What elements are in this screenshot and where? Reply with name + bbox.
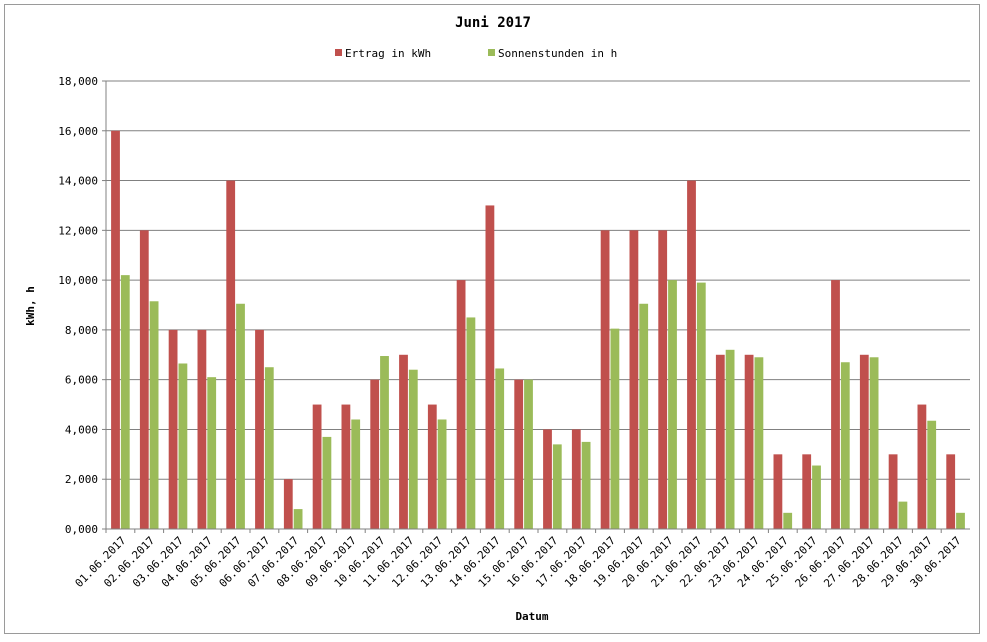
bar-ertrag [399,354,408,529]
bar-sonnenstunden [264,367,274,529]
bar-ertrag [341,404,351,529]
bar-ertrag [859,354,869,529]
bar-ertrag [312,404,322,529]
y-tick-label: 6,000 [65,374,98,387]
bar-ertrag [715,354,725,529]
bar-sonnenstunden [120,275,130,529]
bar-ertrag [226,180,236,529]
bar-sonnenstunden [956,512,965,529]
bar-ertrag [427,404,437,529]
bar-ertrag [543,429,552,529]
bar-ertrag [111,130,120,529]
bar-ertrag [370,379,380,529]
bar-sonnenstunden [668,280,677,529]
bar-ertrag [773,454,783,529]
bars [111,130,965,529]
bar-sonnenstunden [754,357,764,529]
y-tick-label: 2,000 [65,473,98,486]
bar-sonnenstunden [149,301,159,529]
bar-sonnenstunden [840,362,850,529]
bar-ertrag [831,280,840,529]
x-axis-title: Datum [515,610,548,623]
bar-sonnenstunden [466,317,476,529]
bar-sonnenstunden [812,465,821,529]
y-tick-label: 8,000 [65,324,98,337]
bar-ertrag [802,454,812,529]
chart-title: Juni 2017 [455,15,531,31]
bar-sonnenstunden [437,419,447,529]
bar-sonnenstunden [581,441,591,529]
y-tick-label: 12,000 [58,224,98,237]
bar-ertrag [571,429,581,529]
bar-ertrag [946,454,956,529]
bar-sonnenstunden [293,509,303,529]
bar-ertrag [600,230,610,529]
bar-ertrag [139,230,149,529]
bar-sonnenstunden [351,419,361,529]
bar-sonnenstunden [696,282,706,529]
bar-sonnenstunden [725,349,735,529]
bar-ertrag [456,280,466,529]
y-tick-label: 14,000 [58,175,98,188]
bar-ertrag [917,404,927,529]
bar-sonnenstunden [178,363,188,529]
bar-ertrag [658,230,668,529]
bar-ertrag [687,180,696,529]
legend-label-ertrag: Ertrag in kWh [345,47,431,60]
legend-label-sonnenstunden: Sonnenstunden in h [498,47,617,60]
y-tick-label: 18,000 [58,75,98,88]
bar-sonnenstunden [322,436,332,529]
bar-ertrag [514,379,524,529]
legend-swatch-ertrag [335,49,342,56]
y-tick-label: 16,000 [58,125,98,138]
bar-sonnenstunden [869,357,879,529]
bar-sonnenstunden [552,444,562,529]
bar-ertrag [283,479,293,529]
bar-sonnenstunden [639,303,649,529]
y-tick-label: 0,000 [65,523,98,536]
bar-ertrag [168,329,178,529]
bar-sonnenstunden [495,368,505,529]
bar-sonnenstunden [610,328,620,529]
bar-sonnenstunden [236,303,245,529]
y-tick-label: 4,000 [65,423,98,436]
bar-sonnenstunden [927,420,937,529]
legend-swatch-sonnenstunden [488,49,495,56]
bar-sonnenstunden [408,369,418,529]
bar-sonnenstunden [524,379,533,529]
bar-sonnenstunden [207,377,217,529]
y-axis-ticks: 0,000 2,000 4,000 6,000 8,000 10,000 12,000 14,… [58,75,98,536]
bar-sonnenstunden [898,501,908,529]
bar-ertrag [888,454,898,529]
legend: Ertrag in kWh Sonnenstunden in h [335,47,617,60]
y-axis-title: kWh, h [24,286,37,326]
bar-ertrag [485,205,495,529]
bar-sonnenstunden [783,512,793,529]
x-axis-ticks: 01.06.201702.06.201703.06.201704.06.2017… [72,528,970,590]
bar-ertrag [255,329,264,529]
bar-ertrag [197,329,207,529]
y-tick-label: 10,000 [58,274,98,287]
bar-sonnenstunden [380,356,389,529]
bar-ertrag [629,230,639,529]
bar-ertrag [744,354,754,529]
